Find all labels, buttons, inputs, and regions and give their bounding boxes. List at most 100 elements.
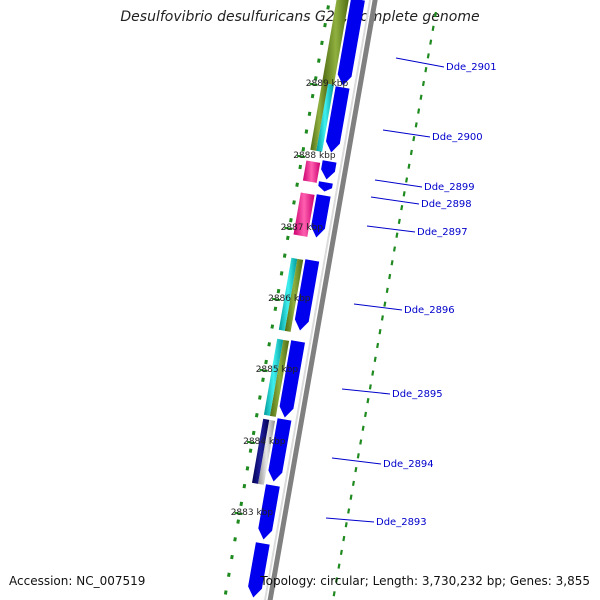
gene-label: Dde_2900 — [432, 132, 483, 143]
gc-skew-segment — [368, 384, 372, 390]
gc-skew-segment — [409, 149, 413, 156]
gc-content-segment — [227, 572, 231, 578]
gc-content-segment — [317, 58, 321, 63]
feature-block — [293, 192, 315, 237]
gene-label-leader — [366, 225, 416, 233]
gene-label: Dde_2896 — [404, 305, 455, 316]
feature-block — [258, 419, 276, 485]
gc-skew-segment — [419, 94, 423, 100]
gc-skew-segment — [378, 329, 382, 335]
gc-skew-segment — [392, 246, 397, 252]
gc-content-segment — [323, 22, 327, 28]
gc-skew-segment — [380, 315, 384, 321]
gc-skew-segment — [402, 191, 406, 197]
feature-block — [252, 418, 270, 484]
gene-label-leader — [331, 457, 382, 465]
backbone-highlight — [264, 0, 372, 600]
gc-content-segment — [295, 182, 299, 187]
gc-skew-segment — [390, 260, 394, 266]
tick-mark — [296, 154, 306, 159]
backbone-line — [267, 0, 378, 600]
gc-skew-segment — [395, 232, 399, 238]
topology-label: Topology: — [260, 574, 317, 588]
gc-content-segment — [279, 271, 284, 276]
gene-arrow — [294, 259, 320, 331]
length-label: Length: — [372, 574, 419, 588]
accession-line: Accession: NC_007519 — [9, 574, 145, 588]
tick-mark — [271, 297, 281, 302]
gc-skew-track — [223, 5, 438, 597]
map-title: Desulfovibrio desulfuricans G20, complet… — [120, 9, 480, 25]
gc-skew-segment — [424, 67, 428, 73]
gc-content-segment — [239, 501, 244, 507]
gene-label: Dde_2897 — [417, 227, 468, 238]
gene-label: Dde_2894 — [383, 459, 434, 470]
gc-skew-segment — [407, 163, 411, 169]
gene-arrow — [337, 0, 365, 86]
gc-content-segment — [310, 93, 315, 99]
gc-skew-segment — [429, 39, 433, 45]
gc-skew-segment — [335, 577, 339, 583]
gc-skew-segment — [332, 591, 336, 597]
gc-content-segment — [276, 288, 281, 294]
gene-label-leader — [353, 303, 403, 311]
gene-label-leader — [370, 196, 420, 205]
tick-mark — [234, 511, 243, 516]
backbone-track — [264, 0, 378, 600]
gc-skew-segment — [388, 273, 392, 280]
gc-skew-segment — [417, 108, 421, 114]
tick-label: 2884 kbp — [243, 437, 286, 447]
feature-block — [284, 258, 304, 332]
gc-skew-segment — [400, 204, 404, 211]
gc-skew-segment — [414, 122, 418, 128]
gc-skew-segment — [359, 439, 363, 445]
tick-label: 2885 kbp — [256, 365, 299, 375]
gene-track — [248, 0, 365, 598]
accession-value: NC_007519 — [76, 574, 146, 588]
gc-content-segment — [289, 217, 293, 223]
gc-skew-segment — [361, 425, 365, 431]
tick-marks: 2889 kbp 2888 kbp 2887 kbp 2886 kbp 2885 kbp… — [231, 79, 349, 518]
gc-content-segment — [245, 466, 250, 471]
gene-label: Dde_2901 — [446, 62, 497, 73]
gc-content-segment — [304, 129, 309, 134]
gene-arrow — [268, 418, 292, 482]
gene-label-leader — [325, 517, 375, 523]
gc-content-segment — [270, 324, 275, 329]
gc-skew-segment — [349, 494, 353, 500]
gc-skew-segment — [347, 508, 351, 514]
gc-content-segment — [261, 377, 265, 382]
gc-skew-segment — [421, 80, 425, 87]
gc-skew-segment — [385, 287, 389, 293]
gc-skew-segment — [337, 563, 341, 569]
gc-content-segment — [285, 235, 290, 241]
tick-mark — [309, 82, 318, 87]
gene-arrow — [321, 160, 337, 180]
tick-mark — [259, 368, 268, 373]
gc-content-segment — [242, 483, 247, 489]
feature-block — [310, 82, 328, 151]
gc-content-segment — [298, 164, 303, 170]
feature-block — [263, 338, 284, 416]
feature-block — [302, 160, 321, 183]
topology-line: Topology: circular; Length: 3,730,232 bp… — [260, 574, 590, 588]
gene-label: Dde_2899 — [424, 182, 475, 193]
gene-arrow — [279, 340, 305, 418]
gc-content-segment — [273, 306, 278, 312]
gc-content-segment — [320, 40, 324, 46]
gc-content-segment — [307, 111, 312, 117]
gene-label-leader — [395, 57, 445, 68]
gene-label: Dde_2895 — [392, 389, 443, 400]
gene-label-leader — [374, 179, 423, 188]
gene-label-leader — [341, 388, 391, 395]
gc-skew-segment — [397, 218, 401, 225]
tick-mark — [284, 226, 293, 231]
gc-content-segment — [254, 412, 259, 418]
gc-skew-segment — [412, 135, 416, 142]
gene-label-leader — [382, 129, 431, 138]
gc-content-segment — [233, 537, 237, 542]
tick-label: 2883 kbp — [231, 508, 274, 518]
gc-skew-segment — [351, 480, 355, 487]
gene-arrow — [326, 86, 350, 153]
